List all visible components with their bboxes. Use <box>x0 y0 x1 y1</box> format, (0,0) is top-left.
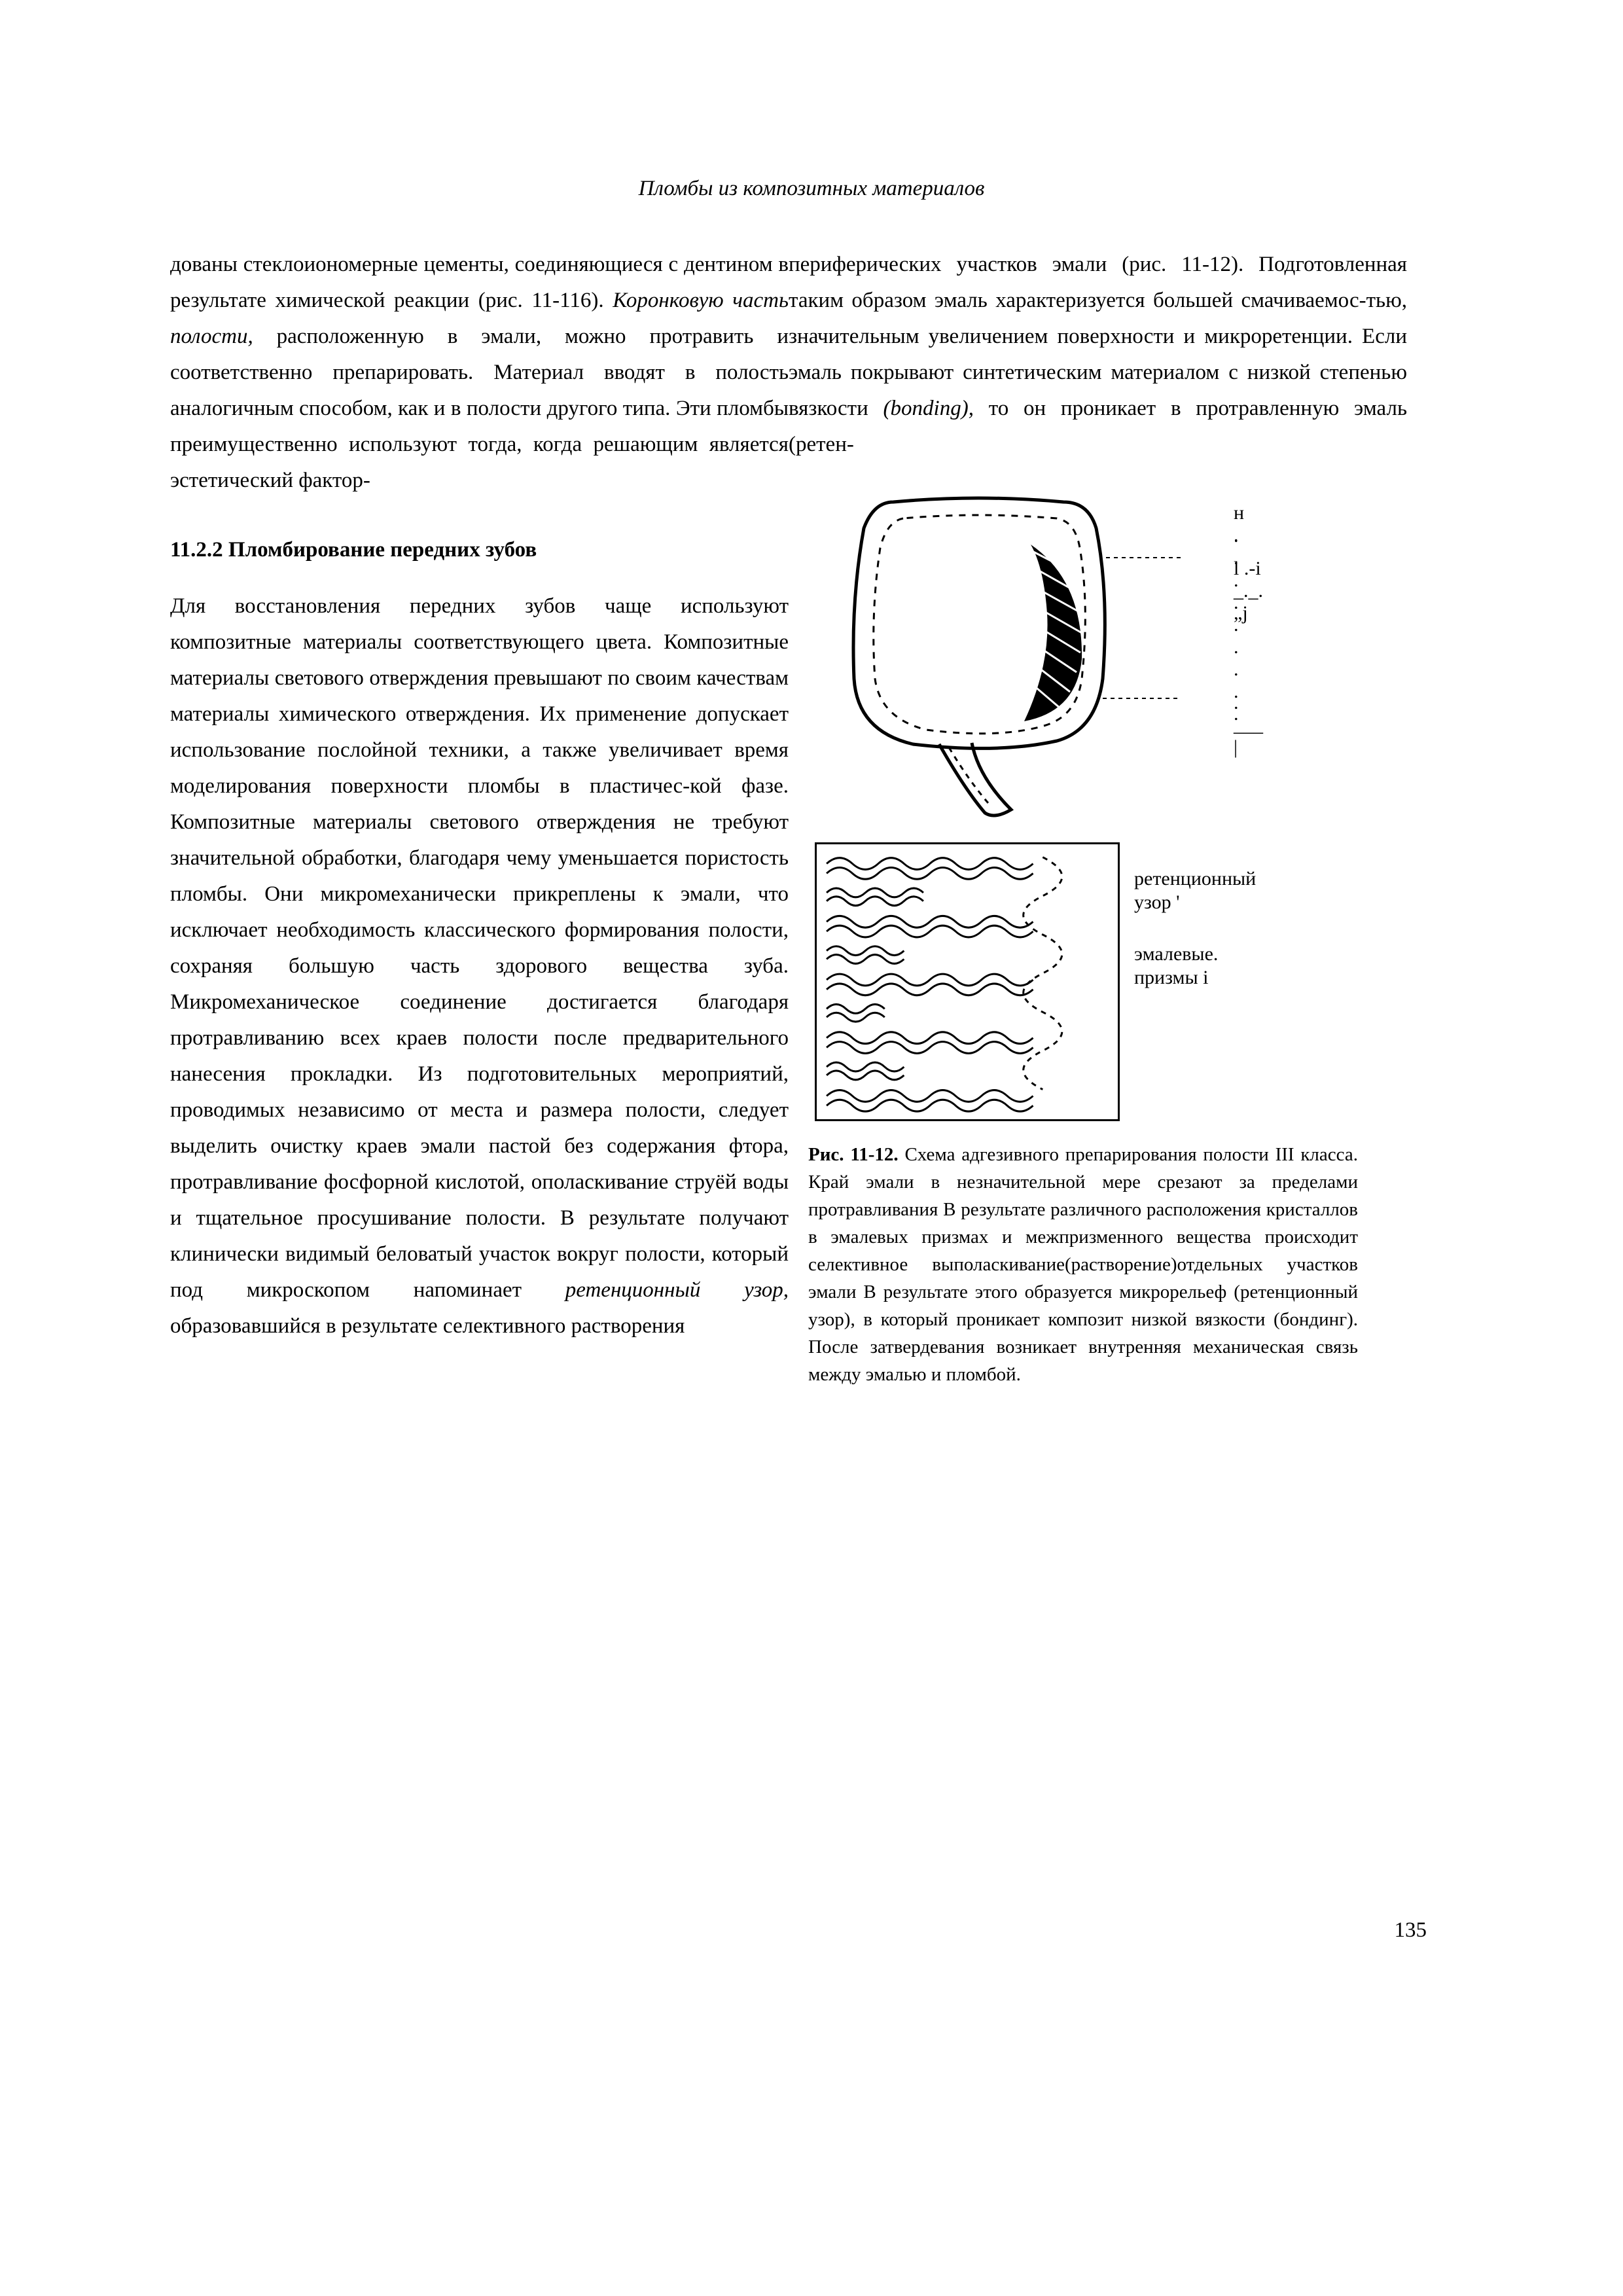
left-intro-paragraph: дованы стеклоиономерные цементы, со­един… <box>170 247 789 499</box>
caption-text: Схема адгезивного препарирования полости… <box>808 1144 1358 1385</box>
emphasis-text: ретенционный узор, <box>565 1278 789 1302</box>
body-text: периферических участков эмали (рис. 11-1… <box>789 253 1407 420</box>
label-text: призмы i <box>1134 967 1209 988</box>
prism-diagram-svg <box>817 844 1114 1115</box>
column-left: дованы стеклоиономерные цементы, со­един… <box>170 247 789 1344</box>
figure-caption: Рис. 11-12. Схема адгезивного препариров… <box>808 1141 1358 1388</box>
figure-bottom-prism-schematic: ретенционный узор ' эмалевые. призмы i <box>815 842 1120 1121</box>
body-text: Для восстановления передних зубов чаще и… <box>170 594 789 1302</box>
figure-label-enamel-prisms: эмалевые. призмы i <box>1134 942 1218 990</box>
label-text: эмалевые. <box>1134 943 1218 965</box>
figure-top-tooth-schematic: н . . . . . . . . . . l .-i _._.„j . ___… <box>815 482 1221 823</box>
figure-annotation: l .-i _._.„j <box>1234 558 1263 624</box>
figure-label-retention-pattern: ретенционный узор ' <box>1134 867 1256 914</box>
left-main-paragraph: Для восстановления передних зубов чаще и… <box>170 588 789 1344</box>
body-text: расположенную в эмали, можно протравить … <box>170 325 789 492</box>
figure-11-12: н . . . . . . . . . . l .-i _._.„j . ___… <box>808 482 1358 1388</box>
right-intro-paragraph: периферических участков эмали (рис. 11-1… <box>789 247 1407 463</box>
page-number: 135 <box>1395 1918 1427 1943</box>
figure-annotation: . ___ | <box>1234 692 1263 759</box>
tooth-diagram-svg <box>815 482 1221 823</box>
column-right: периферических участков эмали (рис. 11-1… <box>789 247 1407 1407</box>
running-header: Пломбы из композитных материалов <box>170 177 1453 201</box>
page-root: Пломбы из композитных материалов дованы … <box>0 0 1623 2296</box>
emphasis-text: (bonding), <box>883 397 974 420</box>
body-text: образовавшийся в результате селективного… <box>170 1314 685 1338</box>
label-text: узор ' <box>1134 891 1180 913</box>
label-text: ретенционный <box>1134 868 1256 889</box>
caption-label: Рис. 11-12. <box>808 1144 899 1165</box>
section-heading: 11.2.2 Пломбирование передних зубов <box>170 538 789 562</box>
